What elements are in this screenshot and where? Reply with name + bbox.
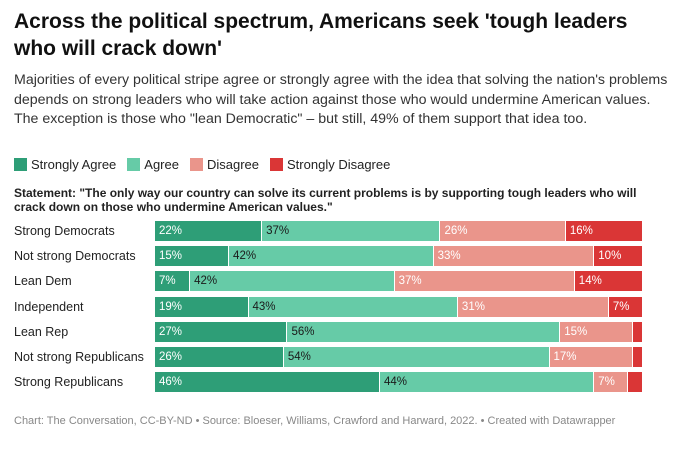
bar-row-lean-rep: Lean Rep 27% 56% 15%	[0, 321, 688, 342]
data-label: 43%	[252, 300, 276, 313]
category-label: Not strong Republicans	[14, 350, 144, 364]
data-label: 22%	[159, 225, 183, 237]
bar-segment-agree: 44%	[379, 372, 594, 393]
bar-segment-agree: 42%	[228, 246, 433, 267]
data-label: 19%	[159, 300, 183, 313]
data-label: 27%	[159, 325, 183, 338]
bar-row-strong-democrats: Strong Democrats 22% 37% 26% 16%	[0, 221, 688, 241]
data-label: 33%	[437, 250, 461, 263]
data-label: 37%	[398, 275, 422, 288]
stacked-bar: 27% 56% 15%	[155, 321, 642, 342]
data-label: 54%	[287, 351, 311, 363]
bar-segment-strongly-agree: 15%	[155, 246, 229, 267]
chart-description: Majorities of every political stripe agr…	[14, 72, 668, 127]
stacked-bar: 19% 43% 31% 7%	[155, 296, 642, 317]
data-label: 46%	[159, 376, 183, 389]
data-label: 15%	[159, 250, 183, 263]
data-label: 56%	[291, 325, 315, 338]
bar-segment-agree: 43%	[247, 296, 457, 317]
data-label: 16%	[569, 225, 593, 237]
bar-segment-strongly-agree: 22%	[155, 221, 262, 241]
bar-segment-agree: 37%	[261, 221, 440, 241]
legend-item-strongly-agree: Strongly Agree	[14, 157, 116, 172]
bar-segment-strongly-agree: 46%	[155, 372, 380, 393]
bar-segment-disagree: 7%	[593, 372, 628, 393]
data-label: 17%	[553, 351, 577, 363]
bar-row-independent: Independent 19% 43% 31% 7%	[0, 296, 688, 317]
legend-label: Strongly Disagree	[287, 157, 391, 172]
data-label: 7%	[598, 376, 615, 389]
stacked-bar: 7% 42% 37% 14%	[155, 271, 642, 292]
legend-item-agree: Agree	[127, 157, 179, 172]
data-label: 44%	[384, 376, 408, 389]
data-label: 26%	[159, 351, 183, 363]
bar-row-not-strong-democrats: Not strong Democrats 15% 42% 33% 10%	[0, 246, 688, 267]
bar-segment-strongly-disagree	[632, 347, 642, 367]
bar-segment-strongly-disagree: 14%	[573, 271, 642, 292]
legend-swatch	[270, 158, 284, 171]
stacked-bar: 15% 42% 33% 10%	[155, 246, 642, 267]
bar-segment-disagree: 15%	[559, 321, 633, 342]
bar-segment-strongly-agree: 19%	[155, 296, 248, 317]
stacked-bar: 46% 44% 7%	[155, 372, 642, 393]
legend-swatch	[127, 158, 141, 171]
legend-item-strongly-disagree: Strongly Disagree	[270, 157, 390, 172]
legend-swatch	[189, 158, 203, 171]
bar-segment-strongly-disagree	[632, 321, 642, 342]
bar-segment-strongly-disagree: 10%	[593, 246, 642, 267]
bar-segment-agree: 56%	[286, 321, 560, 342]
bar-segment-strongly-agree: 26%	[155, 347, 283, 367]
bar-segment-disagree: 33%	[432, 246, 594, 267]
legend-item-disagree: Disagree	[189, 157, 260, 172]
data-label: 37%	[266, 225, 290, 237]
bar-row-strong-republicans: Strong Republicans 46% 44% 7%	[0, 372, 688, 393]
bar-segment-strongly-agree: 27%	[155, 321, 287, 342]
category-label: Strong Republicans	[14, 375, 124, 390]
stacked-bar: 26% 54% 17%	[155, 347, 642, 367]
bar-segment-disagree: 26%	[439, 221, 565, 241]
bar-segment-strongly-disagree: 16%	[564, 221, 642, 241]
chart-footer: Chart: The Conversation, CC-BY-ND • Sour…	[14, 415, 616, 427]
bar-segment-strongly-agree: 7%	[155, 271, 190, 292]
data-label: 7%	[159, 275, 176, 288]
data-label: 31%	[461, 300, 485, 313]
legend: Strongly Agree Agree Disagree Strongly D…	[14, 157, 401, 172]
category-label: Strong Democrats	[14, 224, 115, 238]
data-label: 15%	[564, 325, 588, 338]
stacked-bar: 22% 37% 26% 16%	[155, 221, 642, 241]
chart-title: Across the political spectrum, Americans…	[14, 10, 628, 60]
legend-label: Strongly Agree	[31, 157, 117, 172]
category-label: Not strong Democrats	[14, 249, 136, 264]
legend-label: Agree	[144, 157, 179, 172]
bar-segment-disagree: 37%	[393, 271, 574, 292]
bar-segment-disagree: 17%	[548, 347, 633, 367]
bar-segment-agree: 54%	[282, 347, 549, 367]
bar-segment-strongly-disagree	[627, 372, 642, 393]
data-label: 42%	[233, 250, 257, 263]
bar-row-not-strong-republicans: Not strong Republicans 26% 54% 17%	[0, 347, 688, 367]
category-label: Lean Dem	[14, 274, 72, 289]
category-label: Independent	[14, 299, 84, 314]
data-label: 7%	[612, 300, 630, 313]
data-label: 10%	[598, 250, 622, 263]
category-label: Lean Rep	[14, 324, 69, 339]
data-label: 42%	[194, 275, 218, 288]
legend-label: Disagree	[206, 157, 260, 172]
data-label: 14%	[578, 275, 602, 288]
bar-segment-disagree: 31%	[456, 296, 608, 317]
bar-row-lean-dem: Lean Dem 7% 42% 37% 14%	[0, 271, 688, 292]
bar-segment-agree: 42%	[189, 271, 394, 292]
data-label: 26%	[444, 225, 468, 237]
legend-swatch	[14, 158, 27, 171]
bar-segment-strongly-disagree: 7%	[607, 296, 642, 317]
chart-statement: Statement: "The only way our country can…	[14, 186, 637, 214]
